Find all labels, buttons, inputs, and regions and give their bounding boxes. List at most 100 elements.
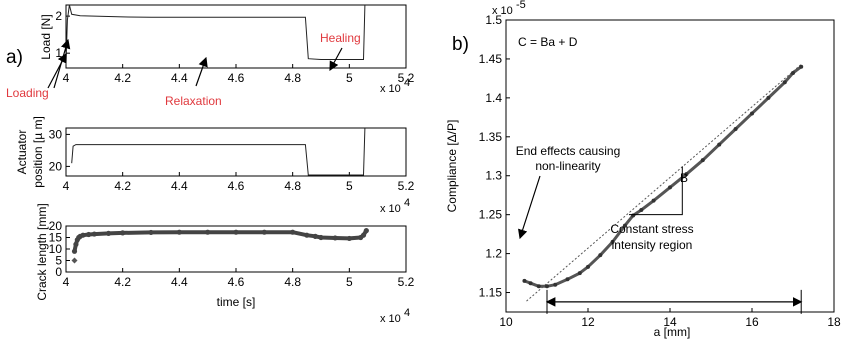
crack-data-point [120,230,126,236]
b-ytick-label: 1.35 [479,130,503,144]
panel-label-b: b) [452,34,469,55]
compliance-data-point [586,264,590,269]
middle-ytick-label: 20 [49,159,63,173]
bottom-ytick-label: 15 [49,231,63,245]
crack-data-point [360,232,367,238]
actuator-ylabel-line1: Actuator [15,130,29,175]
b-xtick-label: 18 [827,315,841,329]
bottom-xtick-label: 4.2 [114,275,131,289]
bottom-xtick-label: 5 [346,275,353,289]
annotation-constant-stress-line2: intensity region [612,238,693,252]
compliance-data-point [545,284,549,289]
crack-data-point [148,229,154,236]
b-ytick-label: 1.15 [479,286,503,300]
b-xtick-label: 14 [663,315,677,329]
compliance-data-point [668,185,672,190]
crack-data-point [80,232,86,238]
top-xtick-label: 4.6 [228,71,245,85]
compliance-data-point [651,198,656,203]
chart-compliance: 10 12 14 16 18 1.15 1.2 1.25 1.3 1.35 1.4 1.45 1.5 C… [445,0,841,339]
middle-ytick-label: 30 [49,127,63,141]
arrow-relaxation [195,56,208,87]
compliance-data-point [565,277,570,282]
crack-x-exponent: x 10 [380,313,401,325]
crack-data-point [363,228,369,234]
crack-xlabel: time [s] [217,295,256,309]
compliance-data-point [577,271,582,276]
middle-xtick-label: 4.4 [171,179,188,193]
crack-outlier-point [71,257,78,264]
crack-data-point [91,231,97,237]
top-ytick-label: 1 [55,46,62,60]
actuator-x-exponent: x 10 [380,203,401,215]
middle-xtick-label: 4.2 [114,179,131,193]
top-xtick-label: 5.2 [398,71,415,85]
top-xtick-label: 4.4 [171,71,188,85]
middle-xtick-label: 5 [346,179,353,193]
compliance-data-point [553,282,558,287]
bottom-ytick-label: 5 [55,254,62,268]
middle-xtick-label: 4 [63,179,70,193]
b-xtick-label: 12 [581,315,595,329]
arrow-end-effects [518,175,541,240]
bottom-xtick-label: 4.4 [171,275,188,289]
actuator-x-exponent-power: 4 [404,197,410,209]
arrow-healing [329,47,343,72]
b-ytick-label: 1.4 [485,91,502,105]
compliance-data-point [733,127,738,132]
arrow-loading-2 [53,38,71,89]
actuator-plot-area [65,127,407,177]
compliance-data-point [639,207,644,212]
annotation-relaxation: Relaxation [165,94,222,108]
top-ytick-label: 2 [55,9,62,23]
middle-series-line [71,127,366,176]
compliance-data-point [598,253,603,258]
compliance-data-point [610,239,615,244]
bottom-xtick-label: 4.6 [228,275,245,289]
compliance-data-point [528,281,533,286]
top-xtick-label: 4.2 [114,71,131,85]
crack-data-point [105,230,112,236]
annotation-constant-stress-line1: Constant stress [610,222,693,236]
compliance-data-point [766,95,771,100]
middle-xtick-label: 4.8 [284,179,301,193]
bottom-xtick-label: 4.8 [284,275,301,289]
crack-data-point [318,234,324,241]
compliance-data-point [717,142,722,147]
compliance-data-point [750,111,754,116]
crack-data-point [332,235,338,241]
panel-label-a: a) [6,47,23,68]
crack-data-point [261,229,267,235]
actuator-ylabel-line2: position [µ m] [31,116,45,188]
top-xtick-label: 4.8 [284,71,301,85]
b-ytick-label: 1.2 [485,247,502,261]
crack-series-band [72,229,369,252]
annotation-end-effects-line1: End effects causing [516,144,621,158]
load-ylabel: Load [N] [39,14,53,59]
compliance-data-point [536,284,541,289]
crack-data-point [304,232,310,238]
chart-load: 4 4.2 4.4 4.6 4.8 5 5.2 1 2 Load [N] x 10 4 Load… [6,4,415,108]
b-ytick-label: 1.25 [479,208,503,222]
bottom-ytick-label: 10 [49,242,63,256]
crack-data-point [290,229,296,235]
slope-triangle [629,166,683,216]
crack-data-point [73,241,79,247]
bottom-xtick-label: 4 [63,275,70,289]
compliance-ylabel: Compliance [Δ/P] [445,120,459,213]
bottom-ytick-label: 0 [55,265,62,279]
arrow-loading-1 [47,52,67,89]
compliance-fit-line [526,64,802,302]
crack-data-point [312,233,318,239]
crack-x-exponent-power: 4 [404,307,410,319]
compliance-data-point [782,80,787,85]
crack-data-point [71,248,78,254]
compliance-data-point [799,64,804,69]
annotation-loading: Loading [6,86,49,100]
bottom-xtick-label: 5.2 [398,275,415,289]
slope-label-b: B [680,171,688,185]
top-series-line [65,4,366,65]
compliance-y-exponent: x 10 [492,5,513,17]
